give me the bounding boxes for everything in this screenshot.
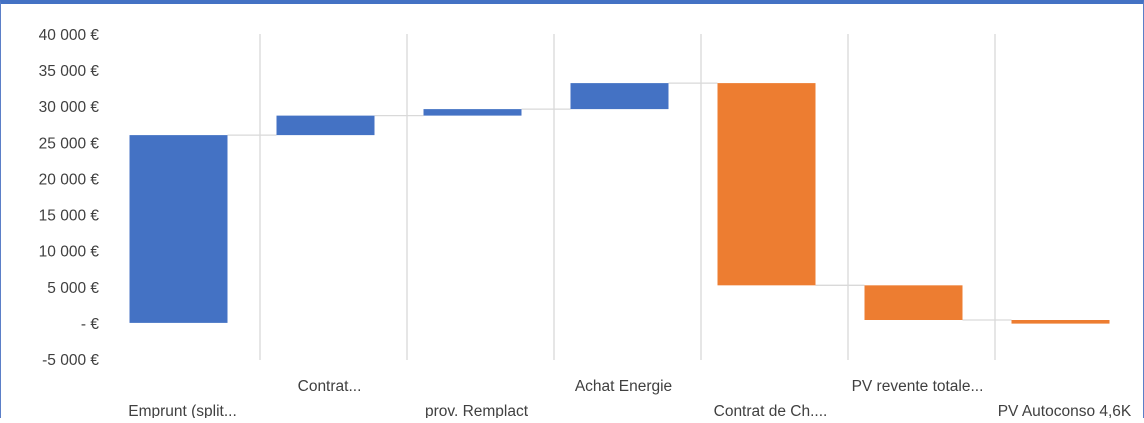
x-tick-label: Contrat de Ch.... [714,403,828,418]
y-tick-label: 40 000 € [39,27,100,44]
x-tick-label: PV revente totale... [852,378,984,395]
waterfall-bar [423,109,522,116]
waterfall-bar [570,83,669,110]
y-tick-label: 30 000 € [39,99,100,116]
y-tick-label: 5 000 € [47,280,99,297]
waterfall-bar [1011,320,1110,324]
y-tick-label: 20 000 € [39,171,100,188]
y-tick-label: 10 000 € [39,244,100,261]
y-tick-label: -5 000 € [42,352,99,369]
x-axis: Emprunt (split... Contrat... prov. Remplac… [128,378,1132,420]
x-tick-label: Contrat... [298,378,362,395]
y-tick-label: 15 000 € [39,208,100,225]
waterfall-bar [276,115,375,136]
waterfall-bar [717,83,816,286]
x-tick-label: Emprunt (split... [128,403,237,418]
connector-layer [227,82,1012,321]
x-tick-label: prov. Remplact [425,403,529,418]
waterfall-chart: -5 000 € - € 5 000 € 10 000 € 15 000 € 20 000… [39,27,1132,420]
waterfall-bar [129,135,228,323]
y-axis: -5 000 € - € 5 000 € 10 000 € 15 000 € 20 000… [39,27,100,369]
waterfall-bar [864,285,963,320]
x-tick-label: Achat Energie [575,378,672,395]
y-tick-label: 25 000 € [39,135,100,152]
bar-layer [129,83,1110,324]
x-tick-label: PV Autoconso 4,6K [998,403,1132,418]
grid-layer [259,34,996,360]
y-tick-label: - € [81,316,99,333]
y-tick-label: 35 000 € [39,63,100,80]
